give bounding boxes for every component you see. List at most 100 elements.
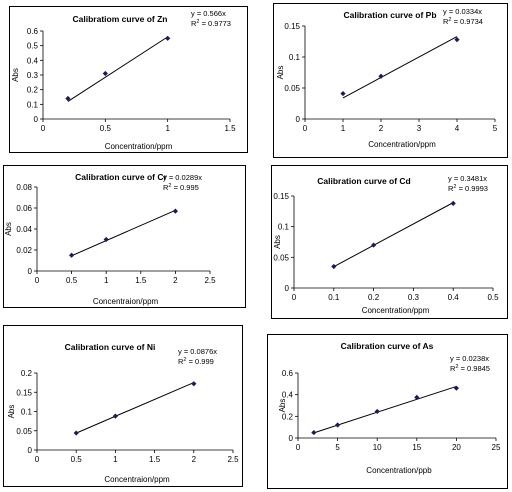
x-tick-label: 5 bbox=[335, 443, 340, 452]
y-tick-label: 0.15 bbox=[16, 388, 32, 397]
chart-title: Calibration curve of Cd bbox=[317, 176, 411, 186]
chart-title: Calibration curve of As bbox=[341, 341, 434, 351]
r-superscript: 2 bbox=[455, 364, 458, 370]
x-axis-title: Concentration/ppm bbox=[368, 140, 436, 149]
data-point bbox=[102, 70, 108, 77]
x-tick-label: 1 bbox=[341, 124, 346, 133]
data-point bbox=[414, 394, 420, 400]
r-squared-label: R2 = 0.9734 bbox=[443, 17, 483, 26]
x-tick-label: 2.5 bbox=[227, 455, 239, 464]
y-tick-label: 0.4 bbox=[282, 391, 294, 400]
trend-equation: y = 0.0334x bbox=[443, 7, 482, 16]
x-tick-label: 5 bbox=[493, 124, 498, 133]
y-axis-title: Abs bbox=[276, 66, 285, 80]
x-tick-label: 0.3 bbox=[408, 293, 420, 302]
r-superscript: 2 bbox=[453, 184, 456, 190]
panel-frame bbox=[273, 3, 508, 158]
chart-panel-1: 0 0.1 0.2 0.3 0.4 0.5 0.6 0 0.5 1 1.5 Calibratiom c… bbox=[9, 6, 248, 153]
y-tick-label: 0 bbox=[285, 284, 290, 293]
y-tick-label: 0.1 bbox=[27, 100, 39, 109]
x-tick-label: 0 bbox=[303, 124, 308, 133]
data-point bbox=[165, 35, 171, 41]
y-tick-label: 0.05 bbox=[284, 84, 300, 93]
y-tick-label: 0.5 bbox=[27, 42, 39, 51]
trend-equation: y = 0.3481x bbox=[448, 174, 487, 183]
trend-equation: y = 0.566x bbox=[191, 9, 226, 18]
chart-panel-2: 0 0.05 0.1 0.15 0 1 2 3 4 5 Calibration curve of P… bbox=[273, 3, 508, 158]
y-tick-label: 0 bbox=[289, 434, 294, 443]
data-point bbox=[311, 429, 317, 436]
data-point bbox=[454, 37, 460, 43]
x-tick-label: 2 bbox=[173, 276, 178, 285]
panel-frame bbox=[3, 165, 246, 308]
r-letter: R bbox=[443, 17, 449, 26]
x-tick-label: 0.5 bbox=[71, 455, 83, 464]
r-squared-label: R2 = 0.9773 bbox=[191, 19, 231, 28]
y-axis-title: Abs bbox=[4, 222, 13, 236]
y-tick-label: 0.02 bbox=[16, 246, 32, 255]
trend-line bbox=[76, 382, 194, 434]
trend-line bbox=[342, 36, 458, 99]
y-tick-label: 0.6 bbox=[27, 27, 39, 36]
y-tick-label: 0 bbox=[28, 446, 33, 455]
x-tick-label: 10 bbox=[373, 443, 382, 452]
data-point bbox=[103, 236, 109, 243]
x-tick-label: 2 bbox=[379, 124, 384, 133]
data-point bbox=[112, 413, 118, 419]
y-tick-label: 0.2 bbox=[282, 412, 294, 421]
x-tick-label: 25 bbox=[492, 443, 501, 452]
y-tick-label: 0.1 bbox=[278, 223, 290, 232]
data-point bbox=[331, 263, 337, 270]
data-point bbox=[453, 385, 459, 391]
trend-equation: y = 0.0238x bbox=[450, 354, 489, 363]
data-point bbox=[172, 208, 178, 214]
r-squared-label: R2 = 0.995 bbox=[163, 183, 199, 192]
y-tick-label: 0.6 bbox=[282, 369, 294, 378]
r-squared-label: R2 = 0.9845 bbox=[450, 364, 490, 373]
r-superscript: 2 bbox=[183, 357, 186, 363]
x-tick-label: 1 bbox=[165, 124, 170, 133]
x-tick-label: 0.2 bbox=[368, 293, 380, 302]
y-tick-label: 0.04 bbox=[16, 225, 32, 234]
x-tick-label: 2 bbox=[192, 455, 197, 464]
x-tick-label: 0 bbox=[41, 124, 46, 133]
r-letter: R bbox=[178, 357, 184, 366]
x-tick-label: 2.5 bbox=[204, 276, 216, 285]
y-tick-label: 0.3 bbox=[27, 71, 39, 80]
panel-frame bbox=[9, 6, 248, 153]
y-tick-label: 0 bbox=[296, 115, 301, 124]
data-point bbox=[371, 242, 377, 248]
data-point bbox=[335, 422, 341, 428]
x-tick-label: 1.5 bbox=[135, 276, 147, 285]
y-tick-label: 0.2 bbox=[21, 369, 33, 378]
x-tick-label: 1 bbox=[104, 276, 109, 285]
data-point bbox=[69, 252, 75, 258]
x-tick-label: 1.5 bbox=[224, 124, 236, 133]
r-squared-value: = 0.999 bbox=[186, 357, 213, 366]
y-tick-label: 0 bbox=[34, 115, 39, 124]
r-superscript: 2 bbox=[168, 183, 171, 189]
r-squared-label: R2 = 0.9993 bbox=[448, 184, 488, 193]
data-point bbox=[374, 408, 380, 415]
chart-title: Calibration curve of Ni bbox=[65, 342, 156, 352]
y-tick-label: 0.4 bbox=[27, 56, 39, 65]
r-squared-value: = 0.995 bbox=[171, 183, 198, 192]
r-squared-label: R2 = 0.999 bbox=[178, 357, 214, 366]
trend-line bbox=[71, 209, 176, 257]
y-tick-label: 0.1 bbox=[21, 408, 33, 417]
y-axis-title: Abs bbox=[278, 399, 287, 413]
y-tick-label: 0.05 bbox=[273, 253, 289, 262]
trend-equation: y = 0.0876x bbox=[178, 347, 217, 356]
r-letter: R bbox=[191, 19, 197, 28]
y-axis-title: Abs bbox=[7, 405, 16, 419]
x-tick-label: 0 bbox=[35, 276, 40, 285]
y-tick-label: 0.15 bbox=[273, 192, 289, 201]
chart-panel-3: 0 0.02 0.04 0.06 0.08 0 0.5 1 1.5 2 2.5 Calibration… bbox=[3, 165, 246, 308]
trend-line bbox=[67, 36, 168, 102]
trend-line bbox=[333, 202, 454, 268]
r-squared-value: = 0.9773 bbox=[199, 19, 231, 28]
r-letter: R bbox=[163, 183, 169, 192]
x-tick-label: 1.5 bbox=[149, 455, 161, 464]
panel-frame bbox=[3, 325, 243, 487]
